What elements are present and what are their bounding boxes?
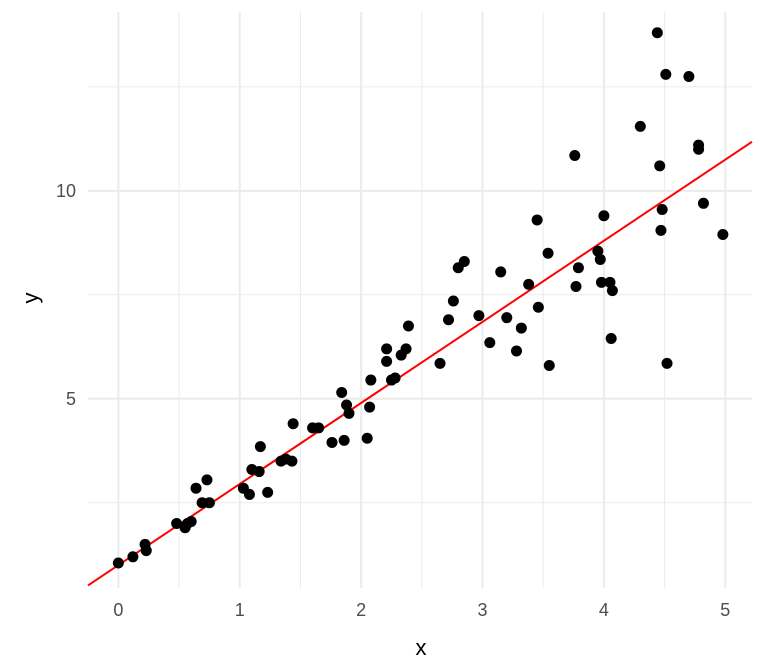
x-tick-labels: 0 1 2 3 4 5 [113,600,730,620]
data-point [484,337,496,349]
y-axis-title: y [18,293,43,304]
data-point [595,276,607,288]
data-point [656,204,668,216]
data-point [262,486,274,498]
data-point [515,322,527,334]
data-point [523,278,535,290]
data-point [313,422,325,434]
data-point [402,320,414,332]
x-axis-title: x [416,635,427,660]
x-tick-label: 5 [720,600,730,620]
data-point [634,120,646,132]
data-point [511,345,523,357]
data-point [594,253,606,265]
y-tick-labels: 5 10 [56,181,76,409]
data-point [501,312,513,324]
data-point [343,407,355,419]
data-point [660,68,672,80]
x-tick-label: 3 [478,600,488,620]
data-point [542,247,554,259]
regression-line [87,140,753,587]
y-tick-label: 10 [56,181,76,201]
data-point [381,355,393,367]
data-point [604,276,616,288]
data-points [112,27,729,569]
data-point [473,310,485,322]
data-point [287,418,299,430]
data-point [243,488,255,500]
data-point [253,466,265,478]
data-point [717,228,729,240]
data-point [592,245,604,257]
data-point [572,262,584,274]
data-point [140,545,152,557]
data-point [697,197,709,209]
data-point [112,557,124,569]
data-point [326,436,338,448]
data-point [361,432,373,444]
data-point [606,285,618,297]
data-point [495,266,507,278]
data-point [338,434,350,446]
data-point [693,139,705,151]
data-point [661,357,673,369]
data-point [434,357,446,369]
data-point [651,27,663,39]
data-point [389,372,401,384]
data-point [365,374,377,386]
data-point [531,214,543,226]
data-point [655,224,667,236]
data-point [598,210,610,222]
data-point [254,441,266,453]
x-tick-label: 1 [235,600,245,620]
fit-line-layer [87,140,753,587]
data-point [543,360,555,372]
data-point [532,301,544,313]
data-point [336,387,348,399]
data-point [605,332,617,344]
data-point [443,314,455,326]
data-point [570,280,582,292]
data-point [190,482,202,494]
data-point [400,343,412,355]
data-point [127,551,139,563]
data-point [341,399,353,411]
minor-gridlines [88,12,752,588]
data-point [447,295,459,307]
data-point [654,160,666,172]
x-tick-label: 0 [113,600,123,620]
data-point [201,474,213,486]
data-point [683,70,695,82]
data-point [286,455,298,467]
data-point [185,515,197,527]
x-tick-label: 2 [356,600,366,620]
data-point [203,497,215,509]
y-tick-label: 5 [66,389,76,409]
data-point [364,401,376,413]
data-point [381,343,393,355]
major-gridlines [88,12,752,588]
data-point [458,256,470,268]
x-tick-label: 4 [599,600,609,620]
data-point [171,518,183,530]
data-point [569,149,581,161]
